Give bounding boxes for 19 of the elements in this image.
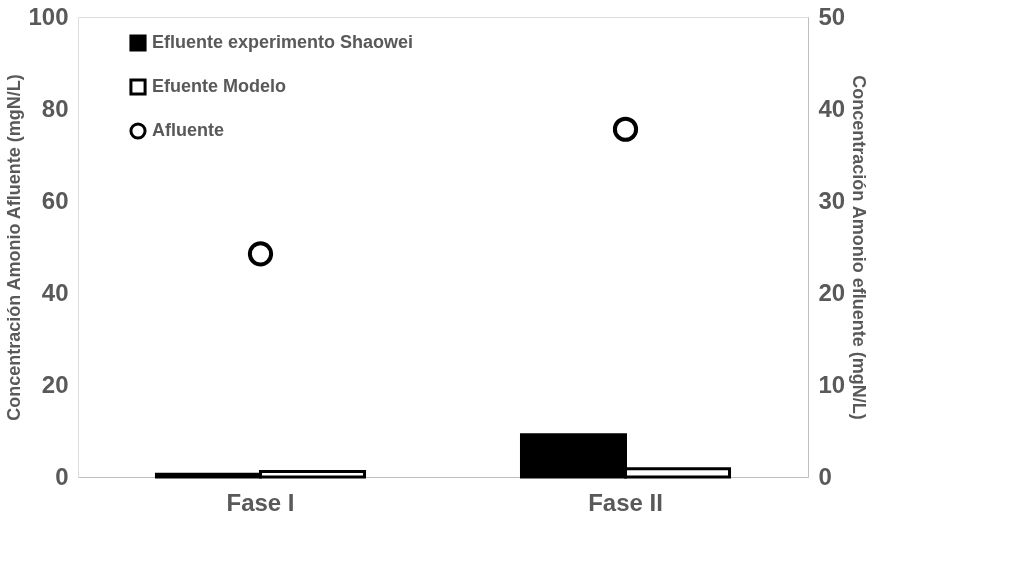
y-tick-label: 60: [41, 186, 69, 214]
y-axis-title: Concentración Amonio Afluente (mgN/L): [4, 74, 25, 421]
legend-label: Efuente Modelo: [152, 76, 286, 96]
y2-tick-label: 50: [818, 2, 846, 30]
legend-label: Efluente experimento Shaowei: [152, 32, 414, 52]
y-tick-label: 80: [41, 94, 69, 122]
y2-tick-label: 20: [818, 278, 846, 306]
y2-axis-title: Concentración Amonio efluente (mgN/L): [849, 75, 870, 420]
y-tick-label: 100: [28, 2, 69, 30]
x-tick-label: Fase II: [588, 488, 663, 516]
x-tick-label: Fase I: [226, 488, 295, 516]
y2-tick-label: 0: [818, 462, 832, 490]
y2-tick-label: 30: [818, 186, 846, 214]
y-tick-label: 0: [55, 462, 69, 490]
y2-tick-label: 10: [818, 370, 846, 398]
y-tick-label: 20: [41, 370, 69, 398]
legend-label: Afluente: [152, 120, 224, 140]
y2-tick-label: 40: [818, 94, 846, 122]
y-tick-label: 40: [41, 278, 69, 306]
